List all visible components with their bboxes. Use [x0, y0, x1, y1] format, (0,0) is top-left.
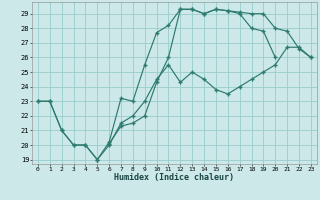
X-axis label: Humidex (Indice chaleur): Humidex (Indice chaleur): [115, 173, 234, 182]
